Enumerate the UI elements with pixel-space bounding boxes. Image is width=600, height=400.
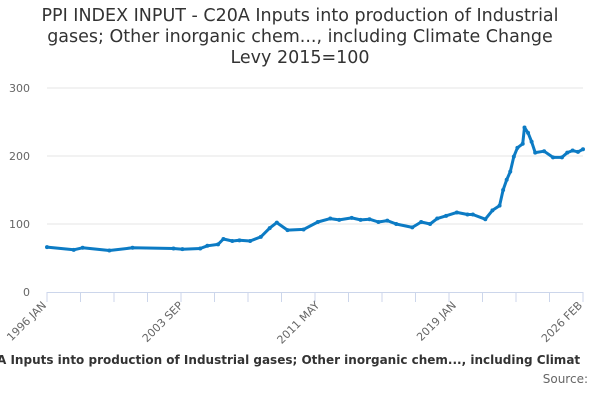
x-tick-label: 2019 JAN: [414, 299, 459, 344]
data-point: [490, 208, 495, 213]
x-tick-label: 2003 SEP: [140, 299, 186, 345]
source-label: Source:: [542, 372, 588, 386]
chart-title-line: Levy 2015=100: [230, 48, 370, 68]
data-point: [501, 188, 506, 192]
data-point: [522, 125, 527, 130]
data-point: [274, 220, 279, 225]
data-point: [258, 234, 263, 239]
data-point: [570, 148, 575, 153]
data-point: [410, 225, 415, 230]
data-point: [508, 169, 513, 174]
data-point: [337, 217, 342, 222]
data-point: [435, 216, 440, 221]
data-point: [575, 149, 580, 154]
data-point: [71, 247, 76, 252]
data-point: [130, 245, 135, 250]
data-point: [221, 236, 226, 241]
data-point: [248, 239, 253, 243]
data-point: [483, 217, 488, 222]
data-point: [559, 155, 564, 160]
data-point: [107, 248, 112, 253]
data-point: [515, 145, 520, 150]
data-point: [367, 217, 372, 222]
legend-series-label[interactable]: A Inputs into production of Industrial g…: [0, 353, 581, 367]
data-point: [533, 150, 538, 155]
data-point: [526, 130, 531, 135]
data-point: [497, 203, 502, 208]
chart-title-line: PPI INDEX INPUT - C20A Inputs into produ…: [41, 6, 559, 26]
y-tick-label: 200: [9, 150, 30, 163]
data-point: [394, 222, 399, 226]
data-point: [267, 226, 272, 231]
data-point: [358, 217, 363, 222]
data-point: [376, 219, 381, 224]
data-point: [285, 228, 290, 233]
data-point: [529, 139, 534, 144]
chart-title: PPI INDEX INPUT - C20A Inputs into produ…: [0, 6, 600, 69]
data-point: [230, 239, 235, 243]
data-point: [511, 154, 516, 159]
data-point: [465, 212, 470, 217]
data-point: [328, 216, 333, 221]
data-point: [565, 150, 570, 155]
data-point: [45, 245, 49, 250]
data-point: [551, 155, 556, 160]
data-point: [385, 218, 390, 223]
data-point: [198, 246, 203, 251]
x-tick-label: 2011 MAY: [275, 299, 323, 347]
chart-title-line: gases; Other inorganic chem..., includin…: [47, 27, 553, 47]
x-tick-label: 2026 FEB: [539, 299, 585, 345]
data-point: [171, 246, 176, 251]
data-point: [444, 213, 449, 218]
data-point: [216, 242, 221, 247]
data-point: [419, 219, 424, 224]
data-point: [315, 219, 320, 224]
y-tick-label: 100: [9, 218, 30, 231]
data-point: [237, 238, 242, 243]
data-point: [470, 212, 475, 217]
data-point: [349, 215, 354, 220]
data-point: [428, 222, 433, 226]
y-tick-label: 300: [9, 82, 30, 95]
x-tick-label: 1996 JAN: [4, 299, 49, 344]
data-point: [542, 149, 547, 154]
data-point: [581, 147, 585, 152]
data-point: [520, 141, 525, 146]
data-point: [205, 243, 210, 248]
data-point: [504, 177, 509, 182]
data-point: [454, 210, 459, 215]
y-tick-label: 0: [23, 286, 30, 299]
data-point: [80, 245, 85, 250]
data-point: [301, 227, 306, 232]
data-point: [180, 247, 185, 252]
